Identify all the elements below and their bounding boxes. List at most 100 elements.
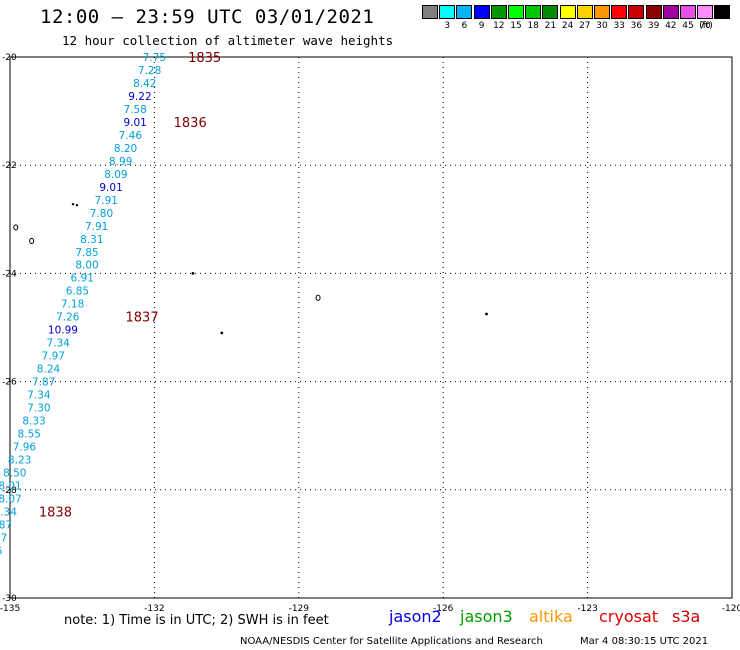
lon-tick-label: -132 [144, 604, 164, 614]
legend-label: 3 [444, 21, 451, 31]
legend-label: 12 [493, 21, 505, 31]
wave-height-label: 8.50 [3, 467, 26, 479]
satellite-s3a-label: s3a [672, 607, 701, 626]
wave-height-label: 8.55 [18, 429, 41, 441]
legend-label: 15 [510, 21, 522, 31]
wave-height-label: 8.00 [75, 260, 98, 272]
wave-height-label: 7.26 [56, 312, 80, 324]
legend-label: 21 [544, 21, 557, 31]
island-mark [71, 202, 75, 206]
wave-height-label: 8.33 [22, 416, 45, 428]
legend-swatch [559, 5, 576, 19]
wave-height-label: 7.91 [85, 221, 108, 233]
wave-height-label: 7.46 [119, 130, 143, 142]
wave-height-label: 8.07 [0, 493, 22, 505]
wave-height-label: 8.87 [0, 519, 12, 531]
legend-label: 30 [596, 21, 608, 31]
generation-timestamp: Mar 4 08:30:15 UTC 2021 [580, 636, 709, 647]
wave-height-label: 8.09 [104, 169, 127, 181]
legend-swatch [611, 5, 628, 19]
wave-height-label: 9.01 [99, 182, 122, 194]
map-frame [9, 56, 733, 599]
lat-tick-label: -28 [2, 486, 17, 496]
wave-height-label: 7.96 [13, 442, 37, 454]
wave-height-label: 8.77 [0, 532, 7, 544]
lat-tick-label: -24 [2, 269, 17, 279]
island-outline [315, 294, 321, 301]
legend-label: 6 [461, 21, 468, 31]
legend-swatch [714, 5, 731, 19]
legend-label: 39 [647, 21, 660, 31]
pass-time-labels: 1835 1836 1837 1838 [39, 51, 221, 520]
wave-height-label: 7.34 [0, 506, 17, 518]
lon-tick-label: -123 [577, 604, 597, 614]
island-mark [220, 331, 224, 335]
legend-swatch [542, 5, 559, 19]
wave-height-label: 7.58 [123, 104, 146, 116]
wave-height-label: 7.97 [42, 351, 65, 363]
legend-swatch [422, 5, 438, 19]
wave-height-label: 6.91 [71, 273, 94, 285]
wave-height-label: 8.42 [133, 78, 156, 90]
legend-swatch [490, 5, 507, 19]
legend-swatch [662, 5, 679, 19]
legend-label: 9 [478, 21, 485, 31]
legend-label: 18 [527, 21, 539, 31]
wave-height-label: 7.91 [95, 195, 118, 207]
wave-height-label: 7.87 [32, 377, 55, 389]
lon-tick-label: -126 [433, 604, 454, 614]
map-subtitle: 12 hour collection of altimeter wave hei… [62, 33, 394, 48]
satellite-jason2-label: jason2 [389, 607, 442, 626]
pass-time-label: 1837 [126, 311, 159, 326]
legend-swatch [628, 5, 645, 19]
lon-tick-label: -120 [722, 604, 740, 614]
lat-tick-label: -30 [2, 594, 17, 604]
wave-height-label: 7.66 [0, 545, 3, 557]
wave-height-label: 8.23 [8, 455, 31, 467]
legend-swatch [680, 5, 696, 19]
wave-height-label: 7.34 [27, 390, 51, 402]
legend-swatch [576, 5, 593, 19]
lat-tick-label: -20 [2, 53, 17, 63]
legend-swatch [473, 5, 490, 19]
wave-height-label: 9.01 [123, 117, 146, 129]
islands [13, 202, 488, 335]
wave-height-label: 8.01 [0, 480, 22, 492]
wave-height-label: 8.24 [37, 364, 61, 376]
wave-height-label: 8.20 [114, 143, 137, 155]
legend-unit: (ft) [699, 21, 713, 31]
island-outline [29, 237, 35, 245]
map-title: 12:00 – 23:59 UTC 03/01/2021 [40, 6, 375, 28]
wave-height-label: 7.34 [46, 338, 70, 350]
pass-time-label: 1836 [174, 116, 207, 131]
wave-height-label: 8.31 [80, 234, 103, 246]
legend-swatch [697, 5, 714, 19]
legend-label: 36 [630, 21, 643, 31]
satellite-jason3-label: jason3 [460, 607, 513, 626]
pass-time-label: 1835 [188, 51, 221, 66]
wave-height-label: 8.99 [109, 156, 132, 168]
legend-swatch [594, 5, 610, 19]
satellite-cryosat-label: cryosat [599, 607, 659, 626]
legend-label: 70 [699, 21, 711, 31]
legend-label: 45 [682, 21, 694, 31]
footer-note: note: 1) Time is in UTC; 2) SWH is in fe… [64, 613, 329, 628]
wave-height-label: 6.85 [66, 286, 89, 298]
wave-height-label: 7.75 [143, 52, 166, 64]
wave-height-label: 9.22 [128, 91, 151, 103]
wave-height-label: 7.30 [27, 403, 50, 415]
island-outline [13, 224, 19, 231]
legend-swatch [525, 5, 542, 19]
legend-swatch [645, 5, 662, 19]
wave-height-label: 7.28 [138, 65, 161, 77]
legend-label: 24 [561, 21, 574, 31]
island-mark [191, 272, 195, 275]
lon-tick-label: -129 [289, 604, 310, 614]
credit-line: NOAA/NESDIS Center for Satellite Applica… [240, 636, 543, 647]
wave-height-label: 7.85 [75, 247, 98, 259]
legend-label: 33 [613, 21, 625, 31]
island-mark [75, 203, 79, 207]
legend-label: 27 [579, 21, 591, 31]
wave-height-label: 10.99 [48, 325, 78, 337]
